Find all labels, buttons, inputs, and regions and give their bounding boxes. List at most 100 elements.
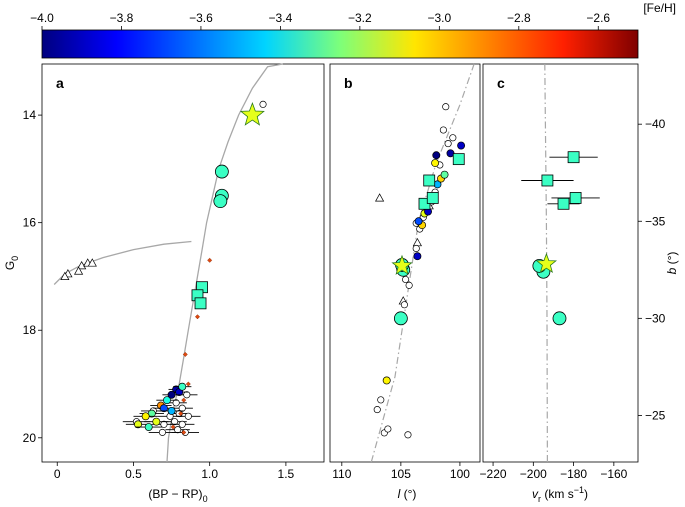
colorbar: −4.0 −3.8 −3.6 −3.4 −3.2 −3.0 −2.8 −2.6 [Fe/H] — [30, 1, 676, 59]
colorbar-tick-label: −3.6 — [189, 11, 213, 25]
colorbar-ticks: −4.0 −3.8 −3.6 −3.4 −3.2 −3.0 −2.8 −2.6 — [30, 11, 610, 30]
panel-a-small-circle — [134, 420, 142, 429]
panel-c-xlabel-sub: r — [538, 494, 541, 504]
panel-b-letter: b — [344, 75, 353, 91]
panel-c-xlabel: vr (km s−1) — [532, 485, 588, 504]
colorbar-tick-label: −3.8 — [110, 11, 134, 25]
panel-c-frame — [482, 63, 639, 463]
panel-a-red-diamond — [207, 257, 213, 263]
colorbar-gradient — [41, 29, 639, 59]
panel-b-open-circle — [384, 425, 392, 433]
panel-c-star-marker — [535, 252, 557, 274]
panel-a-red-diamond — [178, 411, 184, 417]
panel-b-trend-line — [370, 63, 475, 463]
panel-a-triangle-marker — [87, 258, 97, 267]
panel-b-xlabel: l (°) — [398, 487, 417, 501]
panel-a-open-circle — [160, 420, 168, 428]
panel-c-square-marker — [567, 151, 580, 164]
panel-a-open-circle — [178, 404, 186, 412]
panel-a-letter: a — [56, 75, 64, 91]
panel-b-open-circle — [402, 275, 410, 284]
colorbar-tick-label: −4.0 — [30, 11, 54, 25]
panel-a-open-circle — [174, 426, 182, 434]
panel-a-open-circle — [158, 428, 166, 436]
panel-a-small-circle — [163, 396, 171, 405]
panel-a-triangle-marker — [60, 271, 70, 280]
panel-a-xlabel-sub: 0 — [203, 494, 208, 504]
panel-c-plot: −220 −200 −180 −160 −25 −30 −35 −40 — [480, 63, 666, 481]
panel-b-open-circle — [373, 406, 381, 414]
panel-a-open-circle — [178, 420, 186, 428]
colorbar-tick-label: −2.6 — [586, 11, 610, 25]
panel-a-large-circle — [214, 164, 229, 179]
panel-a-ytick-label: 20 — [23, 431, 37, 445]
panel-c-square-marker — [541, 174, 554, 187]
panel-a-small-circle — [167, 406, 176, 415]
panel-a-small-circle — [178, 382, 187, 391]
panel-b-square-marker — [426, 192, 439, 204]
panel-c-ylabel-main: b — [665, 267, 679, 274]
panel-a-open-circle — [184, 412, 192, 420]
panel-c-xtick-label: −220 — [480, 467, 507, 481]
panel-b-small-circle — [414, 217, 423, 226]
panel-c-square-marker — [569, 192, 582, 204]
panel-b-open-circle — [400, 301, 408, 309]
panel-b-open-circle — [405, 281, 413, 289]
panel-c-xtick-label: −200 — [520, 467, 547, 481]
panel-b-open-circle — [377, 396, 385, 404]
panel-b-xtick-label: 100 — [450, 467, 470, 481]
panel-a-open-circle — [172, 399, 180, 407]
panel-a-ytick-label: 18 — [23, 323, 37, 337]
panel-b-open-circle — [444, 140, 452, 148]
panel-b-xtick-label: 105 — [391, 467, 411, 481]
panel-b-triangle-marker — [412, 237, 422, 247]
panel-b-square-marker — [452, 153, 465, 166]
colorbar-tick-label: −2.8 — [507, 11, 531, 25]
panel-b-open-circle — [449, 134, 457, 142]
panel-a-xtick-label: 0 — [54, 467, 61, 481]
panel-a-red-diamond — [181, 397, 187, 403]
panel-b-xlabel-unit: (°) — [400, 487, 416, 501]
panel-c-ytick-label: −30 — [645, 311, 666, 325]
panel-a-small-circle — [167, 390, 176, 399]
panel-a-ytick-label: 16 — [23, 216, 37, 230]
panel-a-small-circle — [141, 412, 150, 421]
panel-b-small-circle — [457, 141, 466, 150]
panel-b-star-marker — [391, 254, 413, 275]
panel-c-xlabel-sup: −1 — [574, 485, 584, 495]
panel-a-square-marker — [194, 297, 207, 310]
panel-b-xlabel-main: l — [398, 487, 401, 501]
panel-a-xlabel: (BP − RP)0 — [148, 487, 207, 504]
panel-b-large-circle — [393, 311, 408, 326]
colorbar-tick-label: −3.2 — [348, 11, 372, 25]
panel-a-ylabel-sub: 0 — [10, 256, 20, 261]
panel-c-ytick-label: −40 — [645, 117, 666, 131]
panel-c-xlabel-main: v — [532, 487, 539, 501]
panel-b-open-circle — [412, 244, 420, 252]
panel-c-ytick-label: −25 — [645, 408, 666, 422]
panel-a-open-circle — [171, 418, 179, 426]
colorbar-tick-label: −3.4 — [269, 11, 293, 25]
panel-b-small-circle — [432, 151, 441, 160]
panel-a-xtick-label: 0.5 — [125, 467, 142, 481]
panel-b-small-circle — [440, 170, 449, 179]
panel-a-red-diamond — [170, 424, 176, 430]
panel-a-triangle-marker — [73, 266, 84, 275]
panel-b-open-circle — [442, 103, 450, 111]
panel-c-square-marker — [557, 197, 570, 210]
panel-a-small-circle — [152, 417, 161, 426]
panel-c-xtick-label: −180 — [560, 467, 587, 481]
panel-a-xtick-label: 1.5 — [278, 467, 295, 481]
panel-a-ylabel: G0 — [3, 256, 20, 270]
panel-a-red-diamond — [182, 351, 188, 357]
panel-b-open-circle — [439, 126, 447, 134]
panel-c-xlabel-close: ) — [584, 487, 588, 501]
panel-a-small-circle — [159, 404, 168, 413]
panel-b-small-circle — [382, 376, 391, 385]
panel-c-xtick-label: −160 — [600, 467, 627, 481]
panel-a-large-circle — [213, 194, 228, 209]
panel-a-triangle-marker — [77, 260, 87, 270]
panel-a-frame — [41, 63, 325, 463]
panel-c-letter: c — [497, 75, 505, 91]
